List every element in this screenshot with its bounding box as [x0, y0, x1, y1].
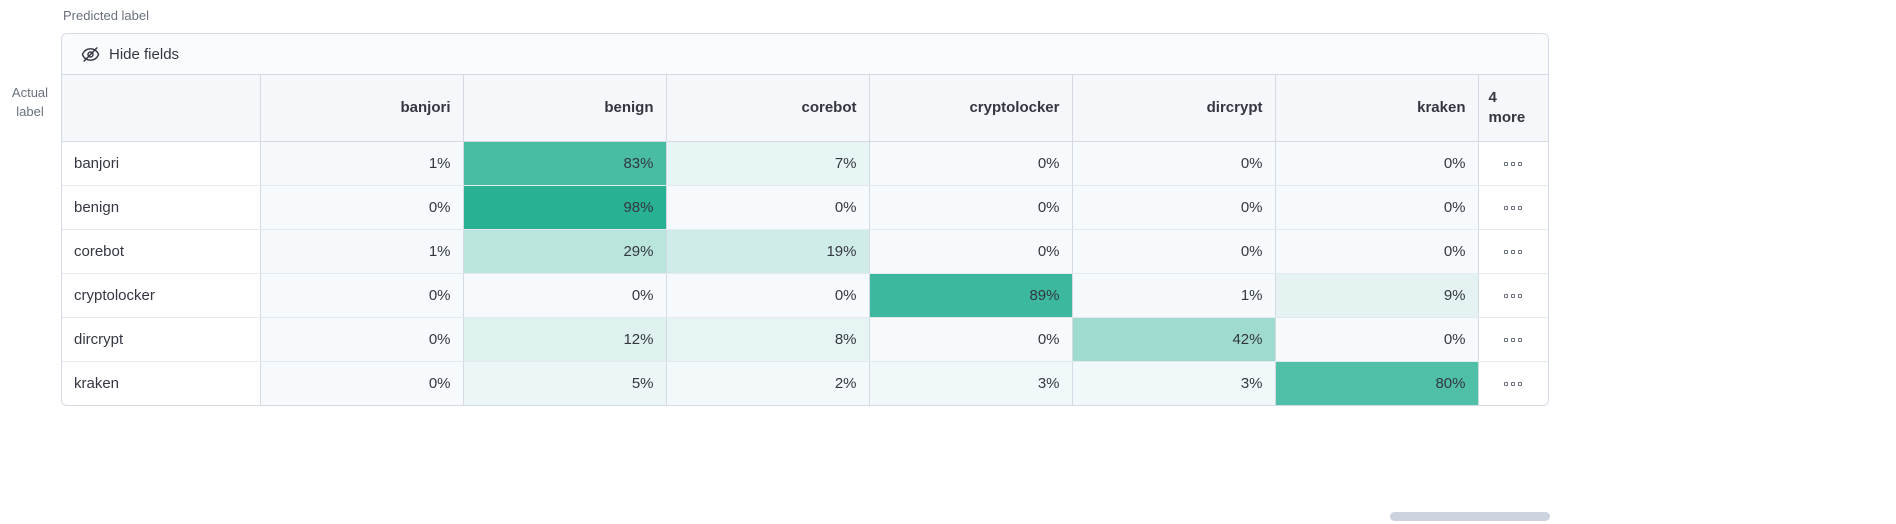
row-label: kraken [62, 361, 260, 405]
hide-fields-button[interactable]: Hide fields [75, 41, 185, 68]
row-more-cell[interactable] [1477, 361, 1548, 405]
row-label: benign [62, 185, 260, 230]
table-row: kraken 0% 5% 2% 3% 3% 80% [62, 361, 1548, 405]
matrix-cell[interactable]: 0% [1274, 185, 1478, 230]
row-more-cell[interactable] [1477, 185, 1548, 230]
matrix-cell[interactable]: 0% [462, 273, 666, 318]
matrix-cell[interactable]: 0% [665, 185, 869, 230]
matrix-cell[interactable]: 98% [462, 185, 666, 230]
boxes-horizontal-icon [1504, 161, 1523, 166]
row-label: cryptolocker [62, 273, 260, 318]
actual-label: Actual label [11, 85, 49, 119]
corner-header-cell [62, 75, 260, 142]
boxes-horizontal-icon [1504, 249, 1523, 254]
column-header-dircrypt[interactable]: dircrypt [1071, 75, 1275, 142]
matrix-cell[interactable]: 29% [462, 229, 666, 274]
hide-fields-label: Hide fields [109, 45, 180, 63]
matrix-cell[interactable]: 0% [1071, 141, 1275, 186]
matrix-cell[interactable]: 83% [462, 141, 666, 186]
matrix-cell[interactable]: 3% [1071, 361, 1275, 405]
matrix-cell[interactable]: 0% [1274, 317, 1478, 362]
header-row: banjori benign corebot cryptolocker dirc… [62, 75, 1548, 142]
eye-slash-icon [81, 45, 100, 64]
matrix-cell[interactable]: 0% [259, 185, 463, 230]
matrix-cell[interactable]: 12% [462, 317, 666, 362]
matrix-cell[interactable]: 0% [259, 273, 463, 318]
matrix-cell[interactable]: 9% [1274, 273, 1478, 318]
column-header-cryptolocker[interactable]: cryptolocker [868, 75, 1072, 142]
matrix-cell[interactable]: 3% [868, 361, 1072, 405]
matrix-cell[interactable]: 8% [665, 317, 869, 362]
column-header-more[interactable]: 4 more [1477, 75, 1548, 142]
table-row: cryptolocker 0% 0% 0% 89% 1% 9% [62, 273, 1548, 318]
confusion-matrix-table: banjori benign corebot cryptolocker dirc… [62, 75, 1548, 405]
matrix-cell[interactable]: 2% [665, 361, 869, 405]
column-header-benign[interactable]: benign [462, 75, 666, 142]
matrix-cell[interactable]: 7% [665, 141, 869, 186]
column-header-banjori[interactable]: banjori [259, 75, 463, 142]
column-header-corebot[interactable]: corebot [665, 75, 869, 142]
row-more-cell[interactable] [1477, 229, 1548, 274]
row-label: corebot [62, 229, 260, 274]
table-row: banjori 1% 83% 7% 0% 0% 0% [62, 141, 1548, 186]
matrix-cell[interactable]: 0% [868, 141, 1072, 186]
matrix-cell[interactable]: 19% [665, 229, 869, 274]
row-more-cell[interactable] [1477, 141, 1548, 186]
matrix-cell[interactable]: 0% [868, 317, 1072, 362]
matrix-cell[interactable]: 89% [868, 273, 1072, 318]
row-label: banjori [62, 141, 260, 186]
grid-toolbar: Hide fields [62, 34, 1548, 75]
row-label: dircrypt [62, 317, 260, 362]
matrix-cell[interactable]: 0% [1274, 229, 1478, 274]
matrix-cell[interactable]: 80% [1274, 361, 1478, 405]
predicted-label: Predicted label [63, 8, 149, 23]
horizontal-scrollbar[interactable] [1390, 512, 1550, 521]
matrix-cell[interactable]: 0% [259, 361, 463, 405]
matrix-cell[interactable]: 0% [1071, 229, 1275, 274]
table-row: benign 0% 98% 0% 0% 0% 0% [62, 185, 1548, 230]
row-more-cell[interactable] [1477, 317, 1548, 362]
matrix-cell[interactable]: 5% [462, 361, 666, 405]
confusion-matrix-panel: Hide fields banjori benign corebot crypt… [61, 33, 1549, 406]
boxes-horizontal-icon [1504, 381, 1523, 386]
matrix-cell[interactable]: 0% [665, 273, 869, 318]
matrix-cell[interactable]: 0% [259, 317, 463, 362]
matrix-cell[interactable]: 1% [259, 229, 463, 274]
matrix-cell[interactable]: 0% [868, 229, 1072, 274]
matrix-cell[interactable]: 0% [1071, 185, 1275, 230]
matrix-cell[interactable]: 42% [1071, 317, 1275, 362]
table-row: dircrypt 0% 12% 8% 0% 42% 0% [62, 317, 1548, 362]
matrix-cell[interactable]: 0% [868, 185, 1072, 230]
boxes-horizontal-icon [1504, 337, 1523, 342]
row-more-cell[interactable] [1477, 273, 1548, 318]
matrix-cell[interactable]: 1% [1071, 273, 1275, 318]
column-header-kraken[interactable]: kraken [1274, 75, 1478, 142]
matrix-cell[interactable]: 0% [1274, 141, 1478, 186]
boxes-horizontal-icon [1504, 293, 1523, 298]
boxes-horizontal-icon [1504, 205, 1523, 210]
matrix-cell[interactable]: 1% [259, 141, 463, 186]
table-row: corebot 1% 29% 19% 0% 0% 0% [62, 229, 1548, 274]
